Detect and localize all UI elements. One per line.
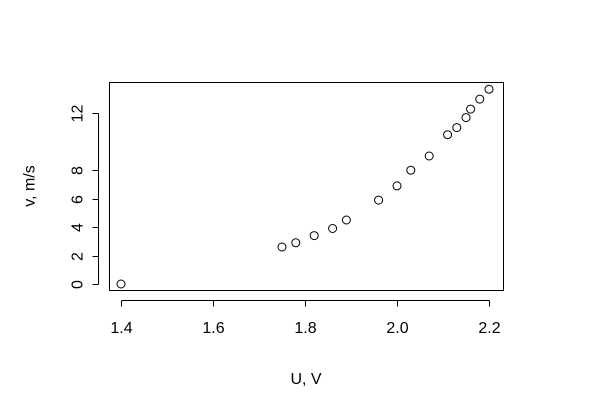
y-tick-label: 6 [70, 195, 87, 204]
data-point [452, 123, 462, 133]
data-point [484, 84, 494, 94]
data-point [277, 242, 287, 252]
data-point [328, 224, 338, 233]
y-tick-label: 8 [70, 166, 87, 175]
data-point [291, 238, 301, 248]
y-tick-label: 12 [70, 105, 87, 123]
data-point [475, 94, 485, 104]
plot-frame [109, 82, 504, 291]
data-point [461, 113, 471, 123]
data-point [116, 279, 126, 289]
data-point [466, 104, 476, 114]
data-point [374, 195, 384, 205]
x-tick-label: 1.6 [202, 320, 224, 337]
x-tick-label: 1.4 [110, 320, 132, 337]
x-tick-label: 1.8 [294, 320, 316, 337]
y-axis-title: v, m/s [22, 165, 39, 206]
x-axis-title: U, V [290, 371, 321, 388]
data-point [406, 165, 416, 175]
data-point [443, 130, 453, 140]
y-axis: 0 2 4 6 8 12 [70, 105, 99, 289]
y-tick-label: 4 [70, 223, 87, 232]
y-tick-label: 0 [70, 280, 87, 289]
data-point [341, 215, 351, 225]
x-tick-label: 2.2 [478, 320, 500, 337]
y-tick-label: 2 [70, 252, 87, 261]
x-axis: 1.4 1.6 1.8 2.0 2.2 [110, 300, 501, 337]
data-point [392, 181, 402, 191]
data-point [424, 151, 434, 161]
data-points [116, 84, 494, 289]
data-point [309, 231, 319, 241]
x-tick-label: 2.0 [386, 320, 408, 337]
